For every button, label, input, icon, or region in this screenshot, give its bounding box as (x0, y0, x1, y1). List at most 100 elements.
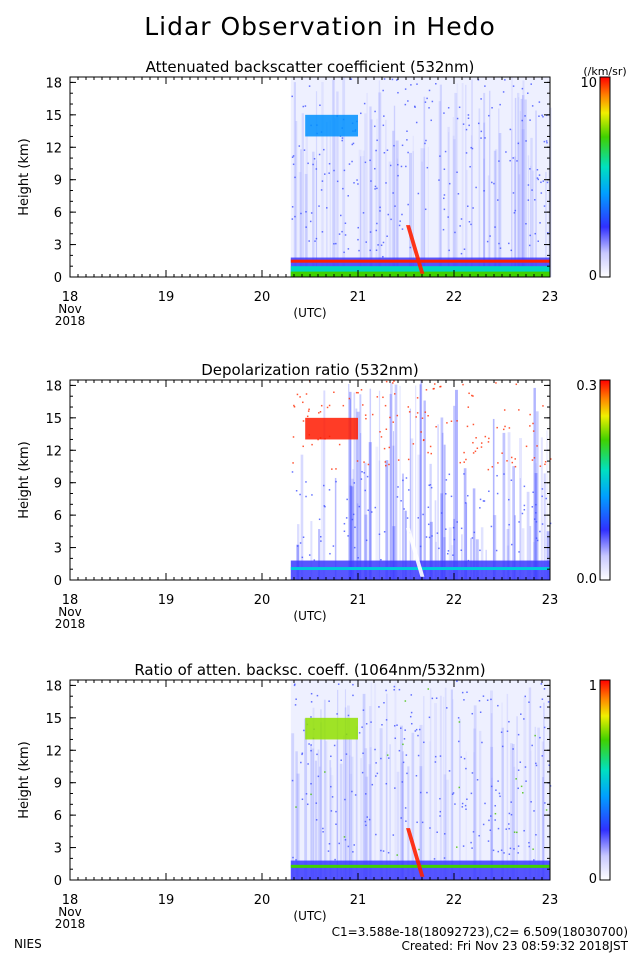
data-speckle (312, 163, 314, 166)
data-speckle (416, 83, 418, 85)
data-speckle (344, 798, 346, 801)
data-streak (345, 733, 348, 880)
data-speckle (382, 396, 384, 399)
data-speckle (318, 205, 320, 207)
data-streak (452, 116, 454, 278)
data-streak (317, 749, 320, 880)
data-speckle (502, 428, 505, 431)
data-streak (461, 534, 463, 580)
data-speckle (549, 458, 552, 460)
data-speckle (387, 851, 390, 854)
data-streak (455, 389, 458, 580)
data-speckle (467, 117, 470, 120)
data-speckle (298, 145, 301, 147)
data-speckle (471, 537, 474, 539)
data-speckle (525, 140, 527, 142)
data-streak (359, 394, 362, 580)
data-speckle (497, 199, 499, 201)
x-tick-label: 18 (62, 290, 79, 305)
data-speckle (479, 549, 481, 552)
data-speckle (323, 484, 325, 487)
data-speckle (439, 797, 441, 800)
data-streak (540, 437, 543, 580)
data-speckle (462, 123, 465, 125)
data-speckle (523, 829, 525, 832)
data-speckle (477, 122, 480, 125)
data-speckle (442, 228, 445, 231)
data-streak (466, 169, 468, 277)
data-speckle (292, 856, 294, 859)
y-tick-label: 6 (54, 206, 62, 221)
data-speckle (319, 104, 321, 107)
data-streak (295, 751, 298, 880)
data-streak (370, 682, 373, 880)
x-tick-label: 21 (350, 593, 367, 608)
data-streak (465, 751, 467, 880)
data-streak (498, 108, 500, 278)
data-speckle (375, 833, 377, 836)
cirrus-cloud (305, 717, 358, 740)
data-speckle (353, 546, 356, 549)
data-speckle (365, 793, 367, 795)
data-speckle (522, 792, 524, 794)
data-speckle (383, 531, 386, 533)
data-streak (434, 500, 437, 580)
data-streak (443, 537, 446, 580)
data-speckle (515, 383, 518, 386)
data-speckle (541, 488, 544, 490)
data-speckle (320, 189, 323, 191)
data-speckle (310, 692, 313, 695)
data-streak (453, 405, 456, 580)
data-speckle (404, 729, 406, 731)
data-speckle (394, 737, 396, 740)
data-speckle (490, 785, 493, 788)
colorbar-max-label: 0.3 (576, 379, 597, 394)
data-speckle (503, 852, 505, 854)
data-speckle (491, 181, 493, 184)
data-speckle (382, 850, 385, 852)
data-speckle (422, 439, 425, 442)
data-speckle (401, 228, 404, 230)
data-streak (434, 703, 437, 880)
data-speckle (542, 405, 544, 407)
data-streak (521, 129, 525, 277)
data-speckle (505, 828, 507, 830)
data-speckle (541, 523, 544, 525)
data-streak (325, 741, 328, 880)
data-speckle (405, 820, 407, 822)
x-axis-label: (UTC) (293, 609, 326, 623)
data-speckle (427, 523, 430, 526)
data-speckle (484, 85, 486, 87)
data-streak (473, 752, 475, 880)
data-speckle (292, 462, 294, 464)
data-streak (535, 110, 537, 277)
data-speckle (363, 102, 366, 105)
data-speckle (397, 91, 399, 94)
data-speckle (323, 505, 326, 507)
data-speckle (510, 456, 513, 459)
data-speckle (392, 421, 394, 423)
data-speckle (520, 785, 523, 788)
data-speckle (346, 498, 348, 501)
y-tick-label: 12 (45, 141, 62, 156)
data-speckle (321, 231, 324, 233)
data-streak (429, 688, 432, 880)
data-speckle (443, 197, 445, 200)
data-speckle (316, 694, 319, 697)
data-speckle (480, 98, 482, 100)
data-speckle (333, 169, 335, 172)
data-streak (360, 156, 362, 277)
data-streak (362, 693, 366, 880)
data-speckle (465, 458, 467, 461)
data-streak (506, 528, 510, 580)
data-speckle (498, 242, 500, 245)
data-streak (336, 741, 338, 880)
data-streak (478, 108, 481, 278)
data-speckle (365, 241, 367, 243)
data-speckle (529, 413, 531, 416)
data-speckle (402, 761, 405, 764)
x-month-label: Nov (58, 302, 81, 316)
data-speckle (439, 755, 442, 757)
x-tick-label: 19 (158, 893, 175, 908)
data-streak (429, 463, 432, 580)
